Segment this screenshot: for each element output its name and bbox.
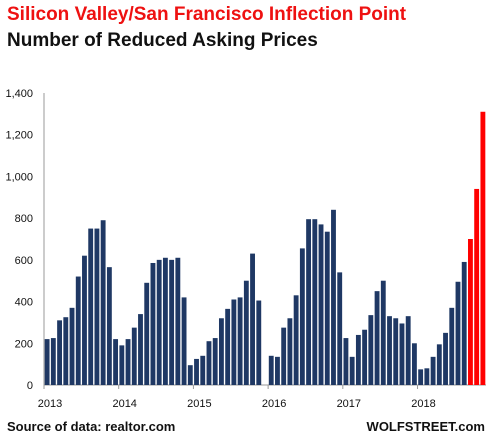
bar (69, 307, 75, 385)
bar (144, 282, 150, 385)
bar (88, 228, 94, 385)
bar (468, 239, 473, 385)
bar (162, 257, 168, 385)
bar (44, 339, 50, 385)
bar (380, 280, 386, 385)
bar (113, 339, 119, 385)
bar (243, 280, 249, 385)
bar (169, 259, 175, 385)
bar (299, 248, 305, 385)
bar (281, 327, 287, 385)
bar (75, 276, 81, 385)
bar (449, 307, 455, 385)
bar (194, 358, 199, 385)
bar (150, 262, 156, 385)
y-tick-label: 800 (15, 213, 33, 225)
bar (343, 338, 349, 385)
bar (399, 323, 405, 385)
bar (218, 318, 224, 385)
bar (324, 231, 330, 385)
bar (331, 209, 336, 385)
bar (63, 317, 69, 385)
bar (256, 300, 262, 385)
bar (237, 297, 243, 385)
bar (480, 111, 486, 386)
bar (181, 297, 187, 385)
bar (200, 355, 206, 385)
bar (225, 308, 231, 385)
x-tick-label: 2018 (411, 398, 435, 410)
bar (287, 318, 293, 385)
bar (138, 314, 143, 385)
bar (430, 356, 436, 385)
x-tick-label: 2016 (262, 398, 286, 410)
bar (411, 343, 417, 385)
bar (187, 365, 193, 385)
bar (405, 316, 411, 385)
y-tick-label: 0 (27, 380, 33, 392)
bar (393, 318, 399, 385)
bar (206, 341, 212, 385)
bar (94, 228, 100, 385)
bar (337, 272, 343, 385)
bar (156, 259, 162, 385)
x-tick-label: 2017 (337, 398, 361, 410)
bar (306, 219, 312, 385)
bar (387, 316, 392, 385)
bar (125, 339, 131, 385)
bar (175, 257, 181, 385)
bar (455, 281, 461, 385)
bar (443, 332, 448, 385)
chart-title: Silicon Valley/San Francisco Inflection … (7, 4, 407, 25)
bar (131, 327, 137, 385)
bar (250, 253, 255, 385)
chart-subtitle: Number of Reduced Asking Prices (7, 30, 318, 51)
bar (362, 329, 368, 385)
bar (275, 356, 280, 385)
y-tick-label: 1,200 (5, 130, 33, 142)
bar (368, 315, 374, 385)
bar (318, 224, 324, 385)
bar (57, 320, 62, 385)
bar (100, 220, 106, 385)
bar (424, 368, 430, 385)
bar (461, 261, 467, 385)
y-tick-label: 400 (15, 297, 33, 309)
bar (231, 299, 237, 385)
x-tick-label: 2013 (38, 398, 62, 410)
y-tick-label: 1,400 (5, 88, 33, 100)
bar (82, 255, 87, 385)
y-tick-label: 1,000 (5, 171, 33, 183)
source-note: Source of data: realtor.com (7, 419, 176, 434)
bar (418, 369, 424, 385)
bar (268, 355, 274, 385)
bar (106, 267, 112, 385)
y-tick-label: 200 (15, 338, 33, 350)
bar (349, 356, 355, 385)
bar (436, 344, 442, 385)
brand-label: WOLFSTREET.com (366, 419, 485, 434)
bar (474, 188, 480, 385)
bar (50, 338, 56, 385)
bar (212, 338, 218, 385)
x-tick-label: 2014 (112, 398, 136, 410)
bar (355, 334, 361, 385)
x-tick-label: 2015 (187, 398, 211, 410)
bar (312, 219, 318, 385)
y-tick-label: 600 (15, 255, 33, 267)
bar (119, 345, 125, 385)
bar (374, 291, 380, 385)
bar (293, 295, 299, 385)
